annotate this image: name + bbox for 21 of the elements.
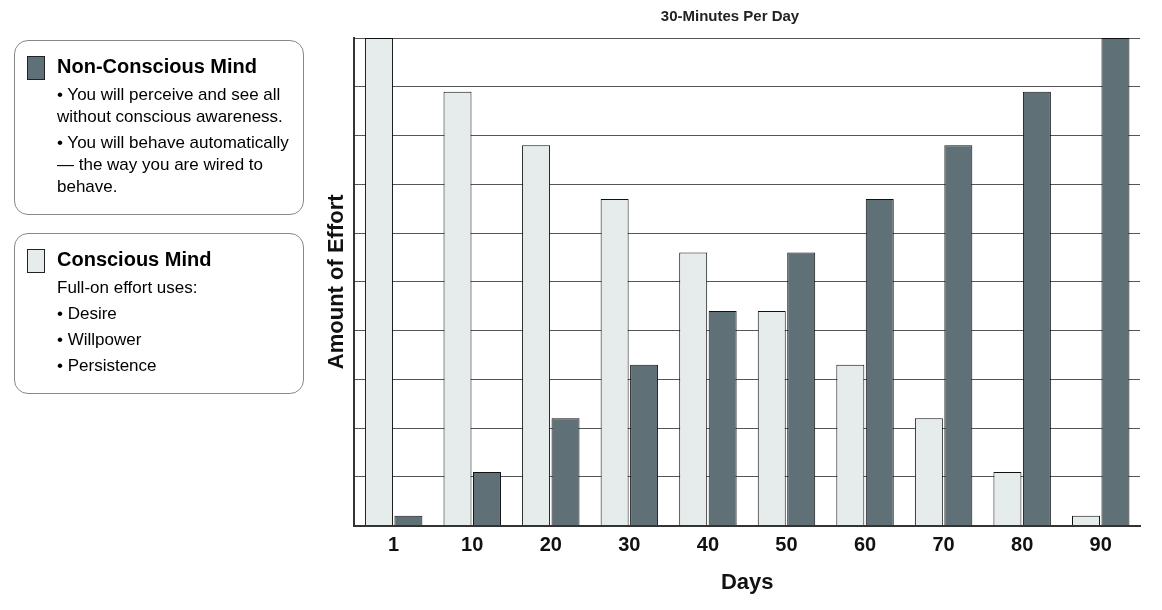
x-tick-label: 60 <box>853 533 877 556</box>
x-tick-label: 10 <box>461 533 484 556</box>
text: • You will perceive and see all without conscious awareness. <box>57 84 284 128</box>
text: • Persistence <box>57 355 158 377</box>
legend-label: Non-Conscious Mind <box>57 55 258 78</box>
y-axis-title: Amount of Effort <box>323 193 349 370</box>
x-axis-title: Days <box>720 568 774 594</box>
text: • You will behave automatically — the way you are wired to behave. <box>57 132 290 198</box>
x-tick-label: 20 <box>539 533 562 556</box>
legend-label: Conscious Mind <box>57 248 212 271</box>
chart-title: 30-Minutes Per Day <box>660 7 800 25</box>
x-tick-label: 90 <box>1089 533 1112 556</box>
x-tick-label: 1 <box>388 533 400 556</box>
x-tick-label: 70 <box>932 533 955 556</box>
text: • Desire <box>57 303 118 325</box>
x-tick-label: 80 <box>1011 533 1034 556</box>
x-tick-label: 40 <box>696 533 720 556</box>
text: • Willpower <box>57 329 143 351</box>
x-tick-label: 30 <box>618 533 641 556</box>
x-tick-label: 50 <box>775 533 798 556</box>
text: Full-on effort uses: <box>57 277 199 299</box>
